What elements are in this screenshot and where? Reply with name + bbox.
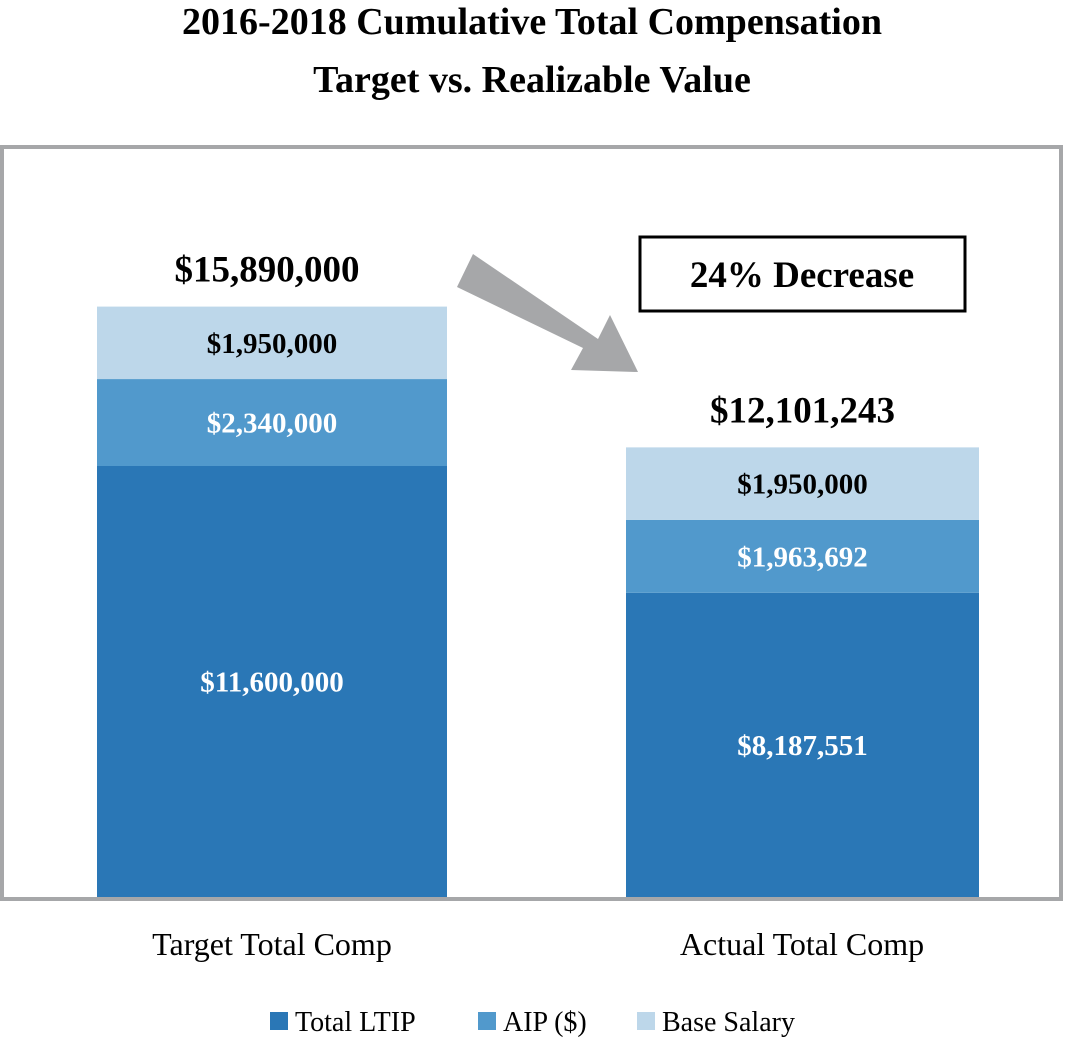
data-label-actual-base-salary: $1,950,000: [737, 469, 868, 501]
decrease-callout-box: [638, 235, 967, 313]
legend-swatch-total-ltip: [270, 1012, 288, 1030]
bar-target-aip: [97, 379, 447, 466]
data-label-target-base-salary: $1,950,000: [207, 328, 338, 360]
data-label-target-aip: $2,340,000: [207, 408, 338, 440]
bar-actual-aip: [626, 519, 979, 593]
bar-actual-total-ltip: [626, 592, 979, 897]
category-label-actual: Actual Total Comp: [680, 926, 924, 962]
category-label-target: Target Total Comp: [152, 926, 392, 962]
legend-label-total-ltip: Total LTIP: [295, 1007, 416, 1038]
bar-target-total-ltip: [97, 466, 447, 897]
chart-title-line-2: Target vs. Realizable Value: [313, 59, 751, 101]
legend: Total LTIP AIP ($) Base Salary: [270, 1007, 795, 1038]
data-label-actual-total-ltip: $8,187,551: [737, 730, 868, 762]
total-label-target: $15,890,000: [175, 250, 360, 291]
legend-swatch-base-salary: [637, 1012, 655, 1030]
data-label-target-total-ltip: $11,600,000: [200, 667, 343, 699]
legend-label-base-salary: Base Salary: [662, 1007, 795, 1038]
total-label-actual: $12,101,243: [710, 390, 895, 431]
legend-swatch-aip: [478, 1012, 496, 1030]
bar-target-base-salary: [97, 306, 447, 380]
decrease-arrow-icon: [457, 254, 638, 372]
bar-actual-base-salary: [626, 447, 979, 520]
data-label-actual-aip: $1,963,692: [737, 541, 868, 573]
bars-layer: $11,600,000 $2,340,000 $1,950,000 $15,890,0…: [97, 250, 979, 897]
legend-label-aip: AIP ($): [503, 1007, 587, 1038]
chart-title-line-1: 2016-2018 Cumulative Total Compensation: [182, 1, 882, 43]
plot-frame: [0, 145, 1063, 901]
decrease-callout-text: 24% Decrease: [690, 255, 914, 296]
